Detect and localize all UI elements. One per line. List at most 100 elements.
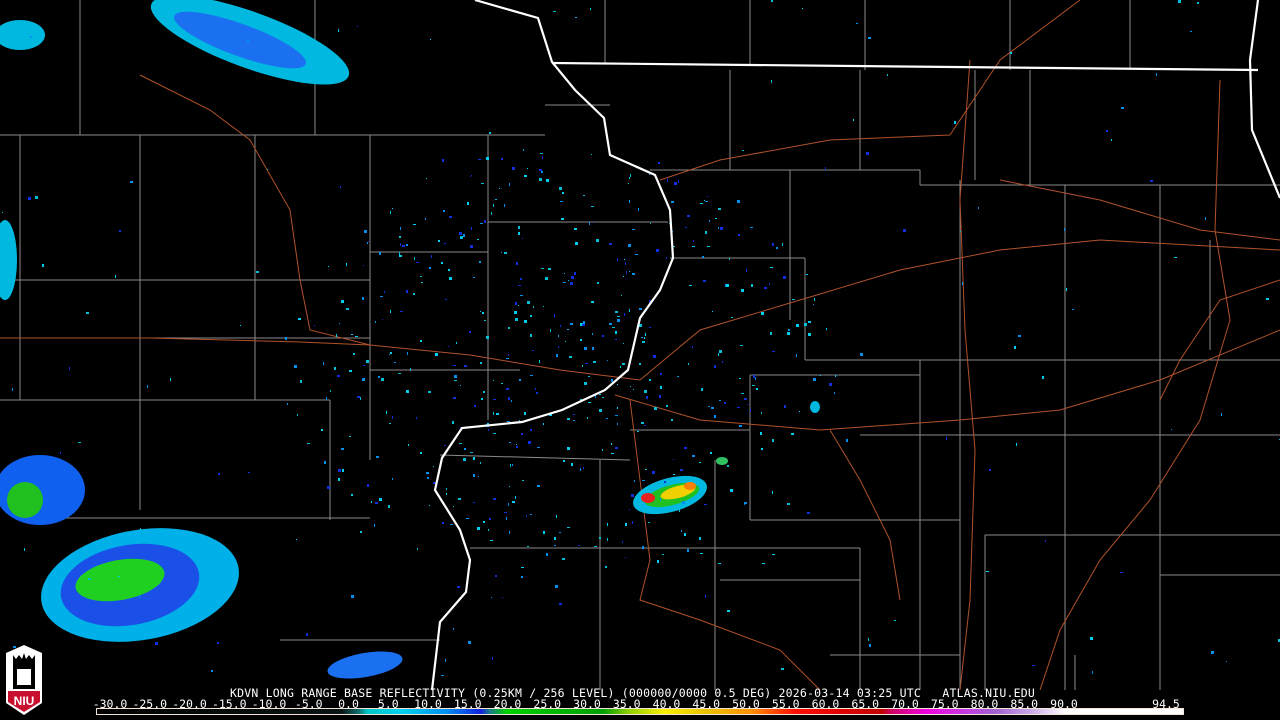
echo-pixel (707, 246, 710, 247)
echo-pixel (739, 378, 741, 379)
echo-pixel (530, 514, 532, 515)
echo-pixel (617, 319, 620, 322)
colorbar-label: -10.0 (251, 697, 287, 711)
echo-pixel (349, 436, 351, 437)
echo-pixel (376, 456, 379, 458)
echo-pixel (617, 423, 618, 425)
echo-pixel (772, 351, 775, 352)
echo-pixel (718, 227, 719, 229)
echo-pixel (406, 290, 408, 293)
echo-pixel (375, 321, 376, 323)
echo-pixel (813, 304, 814, 305)
echo-pixel (444, 243, 446, 244)
echo-pixel (420, 340, 422, 342)
echo-pixel (389, 354, 390, 355)
echo-pixel (519, 420, 520, 421)
echo-pixel (563, 460, 565, 462)
echo-pixel (399, 236, 401, 238)
echo-pixel (808, 321, 811, 323)
echo-pixel (493, 412, 494, 415)
echo-pixel (426, 472, 429, 474)
echo-pixel (247, 40, 249, 42)
echo-pixel (649, 174, 650, 175)
echo-pixel (527, 301, 530, 304)
echo-pixel (518, 226, 520, 229)
echo-pixel (294, 365, 297, 368)
echo-pixel (596, 239, 599, 242)
echo-pixel (715, 218, 717, 219)
echo-pixel (298, 318, 301, 320)
echo-pixel (509, 486, 510, 487)
echo-pixel (496, 413, 499, 415)
echo-pixel (13, 646, 16, 648)
echo-pixel (834, 392, 835, 394)
echo-pixel (425, 218, 426, 220)
echo-pixel (787, 503, 790, 505)
echo-pixel (392, 416, 393, 419)
echo-pixel (1211, 651, 1214, 654)
echo-pixel (650, 223, 651, 224)
echo-pixel (368, 241, 369, 242)
echo-pixel (1092, 671, 1093, 674)
mississippi-river-border (430, 0, 675, 691)
echo-pixel (868, 638, 869, 641)
echo-pixel (445, 299, 447, 300)
echo-pixel (512, 464, 513, 466)
echo-pixel (853, 119, 854, 121)
echo-pixel (673, 459, 674, 460)
echo-pixel (217, 642, 219, 644)
echo-pixel (633, 389, 634, 390)
echo-pixel (390, 211, 391, 214)
echo-pixel (644, 337, 645, 339)
colorbar-label: 35.0 (612, 697, 641, 711)
echo-pixel (446, 493, 447, 495)
echo-pixel (729, 258, 730, 260)
echo-pixel (481, 398, 483, 400)
echo-pixel (654, 407, 657, 410)
echo-pixel (400, 243, 401, 246)
echo-pixel (739, 425, 742, 427)
echo-pixel (583, 195, 585, 196)
echo-pixel (617, 316, 620, 317)
echo-pixel (491, 212, 492, 215)
echo-pixel (562, 558, 565, 560)
echo-pixel (711, 407, 714, 409)
echo-pixel (699, 462, 701, 463)
echo-pixel (658, 162, 660, 164)
echo-pixel (720, 227, 723, 230)
echo-pixel (535, 388, 536, 390)
echo-pixel (392, 208, 393, 209)
echo-pixel (641, 422, 644, 424)
echo-pixel (499, 188, 500, 189)
echo-pixel (367, 242, 368, 244)
echo-pixel (1226, 661, 1227, 662)
echo-pixel (714, 415, 716, 418)
echo-pixel (609, 323, 612, 325)
echo-pixel (480, 223, 483, 224)
colorbar-label: -5.0 (294, 697, 323, 711)
echo-pixel (1032, 665, 1035, 666)
echo-pixel (989, 469, 991, 471)
echo-pixel (588, 376, 590, 377)
echo-pixel (453, 397, 456, 399)
echo-pixel (629, 309, 630, 312)
echo-pixel (703, 280, 706, 282)
county-borders (0, 0, 1280, 690)
echo-pixel (580, 339, 582, 341)
echo-pixel (287, 403, 288, 405)
echo-pixel (660, 386, 662, 389)
echo-pixel (645, 333, 646, 336)
echo-pixel (338, 478, 340, 481)
echo-pixel (1121, 107, 1124, 109)
echo-pixel (492, 657, 493, 660)
echo-pixel (509, 442, 511, 443)
echo-pixel (642, 546, 644, 549)
echo-pixel (450, 524, 453, 525)
echo-pixel (453, 506, 454, 507)
colorbar-label: 5.0 (377, 697, 399, 711)
echo-pixel (623, 343, 624, 344)
echo-pixel (593, 222, 594, 223)
echo-pixel (611, 453, 614, 454)
echo-pixel (700, 553, 703, 554)
